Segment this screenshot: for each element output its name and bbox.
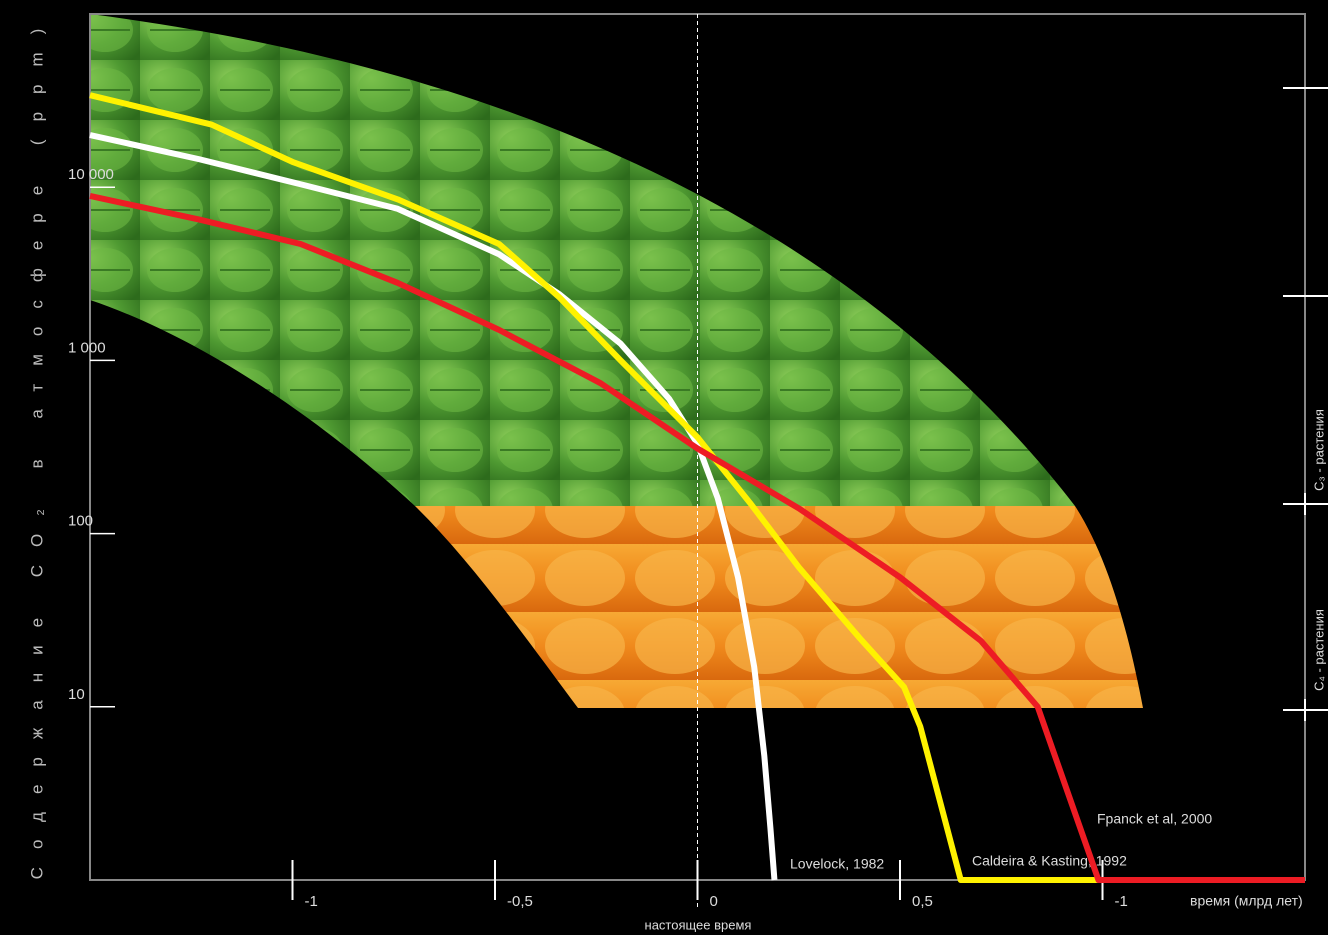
present-label: настоящее время bbox=[645, 917, 752, 932]
y-tick-label: 100 bbox=[68, 513, 93, 530]
x-tick-label: 0 bbox=[710, 893, 718, 910]
x-tick-label: -0,5 bbox=[507, 893, 533, 910]
chart: C₃ - растения C₄ - растения Содержание C… bbox=[0, 0, 1328, 935]
x-tick-label: -1 bbox=[305, 893, 318, 910]
series-label: Lovelock, 1982 bbox=[790, 856, 884, 872]
y-tick-label: 10 bbox=[68, 686, 85, 703]
series-label: Caldeira & Kasting, 1992 bbox=[972, 853, 1127, 869]
x-axis-label: время (млрд лет) bbox=[1190, 893, 1303, 909]
y-tick-label: 1 000 bbox=[68, 339, 106, 356]
x-tick-label: -1 bbox=[1115, 893, 1128, 910]
photo-background bbox=[90, 14, 1143, 708]
x-tick-label: 0,5 bbox=[912, 893, 933, 910]
y-axis-label: Содержание CO₂ в атмосфере (ppm) bbox=[27, 11, 46, 880]
leaves-image bbox=[90, 14, 1075, 506]
y-tick-label: 10 000 bbox=[68, 166, 114, 183]
right-label: C₃ - растения bbox=[1311, 409, 1326, 491]
right-label: C₄ - растения bbox=[1311, 609, 1326, 691]
series-label: Fpanck et al, 2000 bbox=[1097, 811, 1212, 827]
